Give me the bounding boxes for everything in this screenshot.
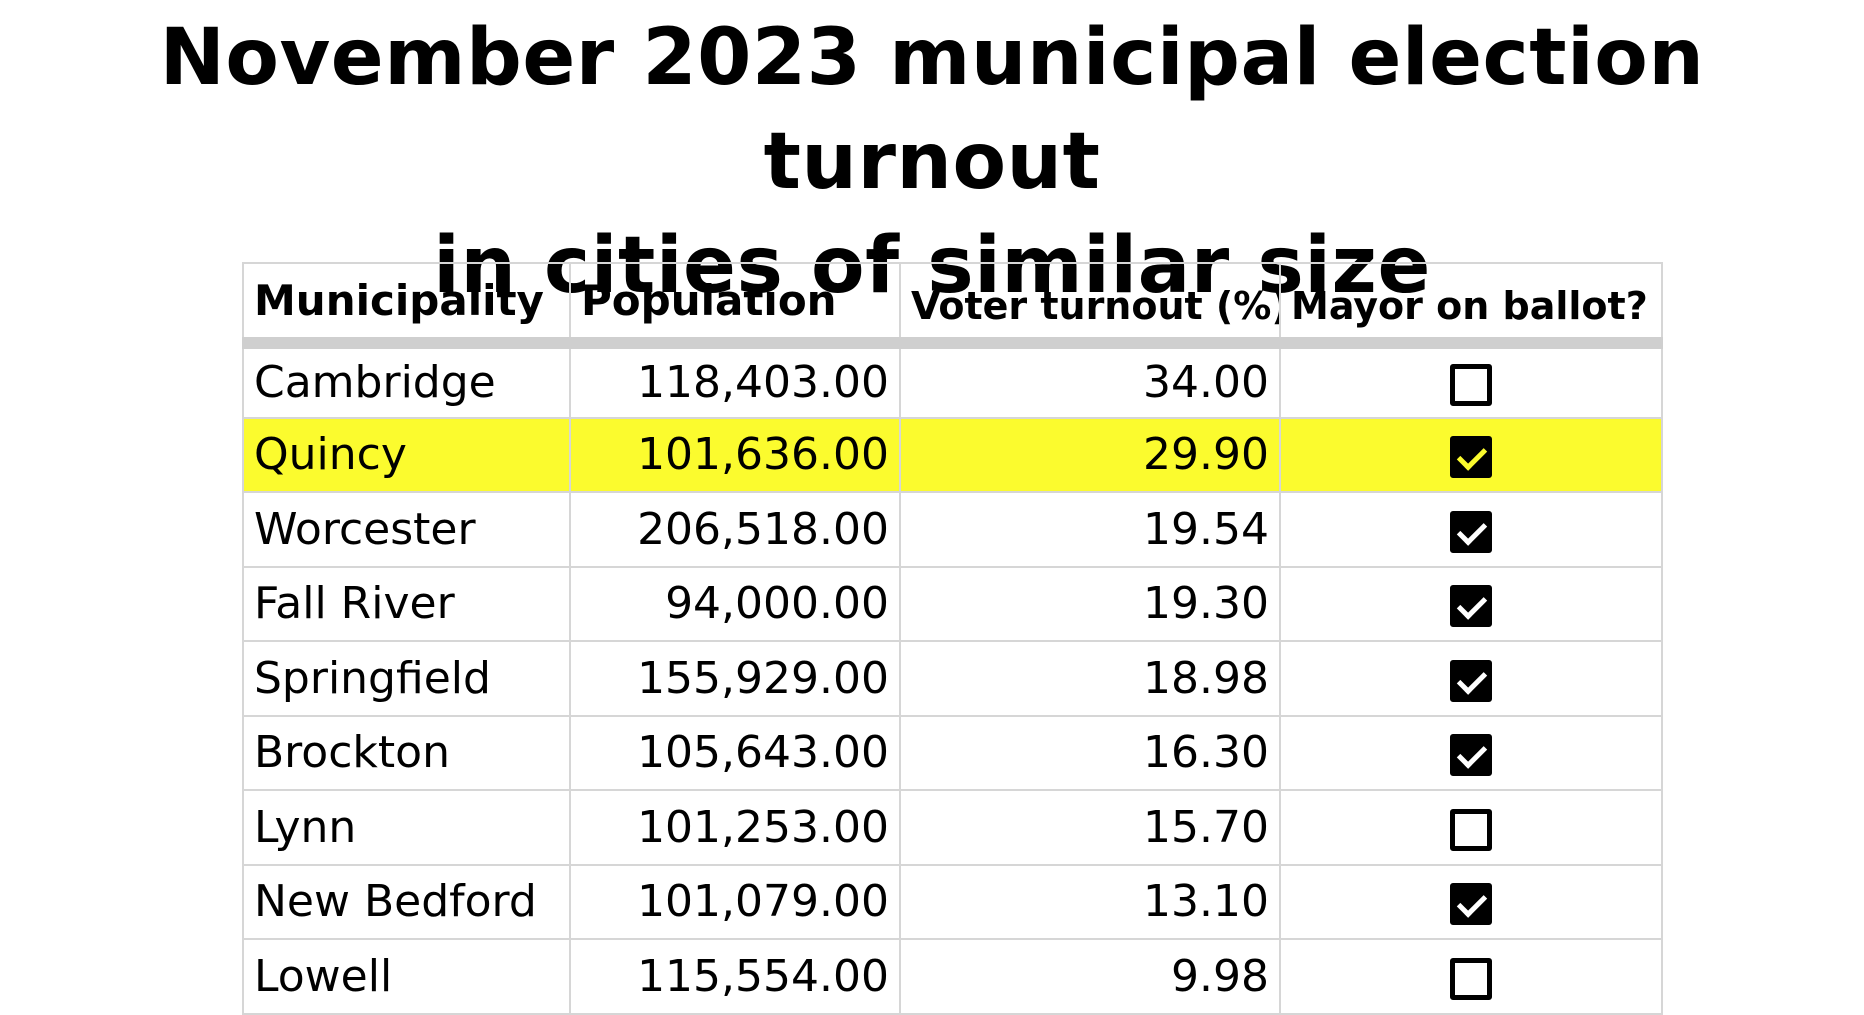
cell-population: 105,643.00 xyxy=(569,714,901,791)
checkbox-unchecked-icon[interactable] xyxy=(1450,957,1492,1000)
cell-mayor-on-ballot xyxy=(1279,640,1663,717)
checkbox-checked-icon[interactable] xyxy=(1450,510,1492,553)
cell-population: 115,554.00 xyxy=(569,938,901,1015)
table-row: Brockton 105,643.00 16.30 xyxy=(242,714,1663,791)
header-row: Municipality Population Voter turnout (%… xyxy=(242,262,1663,349)
checkbox-unchecked-icon[interactable] xyxy=(1450,808,1492,851)
cell-voter-turnout: 15.70 xyxy=(899,789,1281,866)
cell-voter-turnout: 29.90 xyxy=(899,416,1281,493)
cell-mayor-on-ballot xyxy=(1279,342,1663,419)
column-header-population: Population xyxy=(569,262,901,349)
cell-mayor-on-ballot xyxy=(1279,714,1663,791)
cell-voter-turnout: 19.54 xyxy=(899,491,1281,568)
column-header-voter-turnout: Voter turnout (%) xyxy=(899,262,1281,349)
cell-voter-turnout: 34.00 xyxy=(899,342,1281,419)
cell-voter-turnout: 13.10 xyxy=(899,863,1281,940)
table-row: Springfield 155,929.00 18.98 xyxy=(242,640,1663,717)
column-header-mayor-on-ballot: Mayor on ballot? xyxy=(1279,262,1663,349)
checkbox-checked-icon[interactable] xyxy=(1450,436,1492,479)
cell-population: 94,000.00 xyxy=(569,565,901,642)
cell-municipality: New Bedford xyxy=(242,863,571,940)
cell-population: 101,636.00 xyxy=(569,416,901,493)
table-row: Cambridge 118,403.00 34.00 xyxy=(242,342,1663,419)
checkbox-unchecked-icon[interactable] xyxy=(1450,364,1492,407)
cell-population: 118,403.00 xyxy=(569,342,901,419)
table-row: Worcester 206,518.00 19.54 xyxy=(242,491,1663,568)
cell-municipality: Fall River xyxy=(242,565,571,642)
cell-voter-turnout: 18.98 xyxy=(899,640,1281,717)
cell-mayor-on-ballot xyxy=(1279,491,1663,568)
cell-mayor-on-ballot xyxy=(1279,565,1663,642)
table-body: Cambridge 118,403.00 34.00 Quincy 101,636.00… xyxy=(242,342,1663,1015)
cell-mayor-on-ballot xyxy=(1279,863,1663,940)
table-row: Quincy 101,636.00 29.90 xyxy=(242,416,1663,493)
table-row: New Bedford 101,079.00 13.10 xyxy=(242,863,1663,940)
checkbox-checked-icon[interactable] xyxy=(1450,585,1492,628)
cell-municipality: Brockton xyxy=(242,714,571,791)
cell-voter-turnout: 19.30 xyxy=(899,565,1281,642)
cell-population: 101,079.00 xyxy=(569,863,901,940)
cell-municipality: Cambridge xyxy=(242,342,571,419)
cell-municipality: Lynn xyxy=(242,789,571,866)
column-header-municipality: Municipality xyxy=(242,262,571,349)
cell-voter-turnout: 9.98 xyxy=(899,938,1281,1015)
checkbox-checked-icon[interactable] xyxy=(1450,734,1492,777)
checkbox-checked-icon[interactable] xyxy=(1450,883,1492,926)
cell-municipality: Lowell xyxy=(242,938,571,1015)
cell-population: 101,253.00 xyxy=(569,789,901,866)
chart-title-line-1: November 2023 municipal election turnout xyxy=(159,13,1705,207)
checkbox-checked-icon[interactable] xyxy=(1450,659,1492,702)
cell-mayor-on-ballot xyxy=(1279,938,1663,1015)
turnout-table: Municipality Population Voter turnout (%… xyxy=(242,262,1663,1015)
cell-municipality: Worcester xyxy=(242,491,571,568)
cell-municipality: Quincy xyxy=(242,416,571,493)
cell-municipality: Springfield xyxy=(242,640,571,717)
table-row: Lowell 115,554.00 9.98 xyxy=(242,938,1663,1015)
cell-voter-turnout: 16.30 xyxy=(899,714,1281,791)
table-row: Lynn 101,253.00 15.70 xyxy=(242,789,1663,866)
cell-mayor-on-ballot xyxy=(1279,789,1663,866)
cell-mayor-on-ballot xyxy=(1279,416,1663,493)
table-row: Fall River 94,000.00 19.30 xyxy=(242,565,1663,642)
cell-population: 206,518.00 xyxy=(569,491,901,568)
cell-population: 155,929.00 xyxy=(569,640,901,717)
